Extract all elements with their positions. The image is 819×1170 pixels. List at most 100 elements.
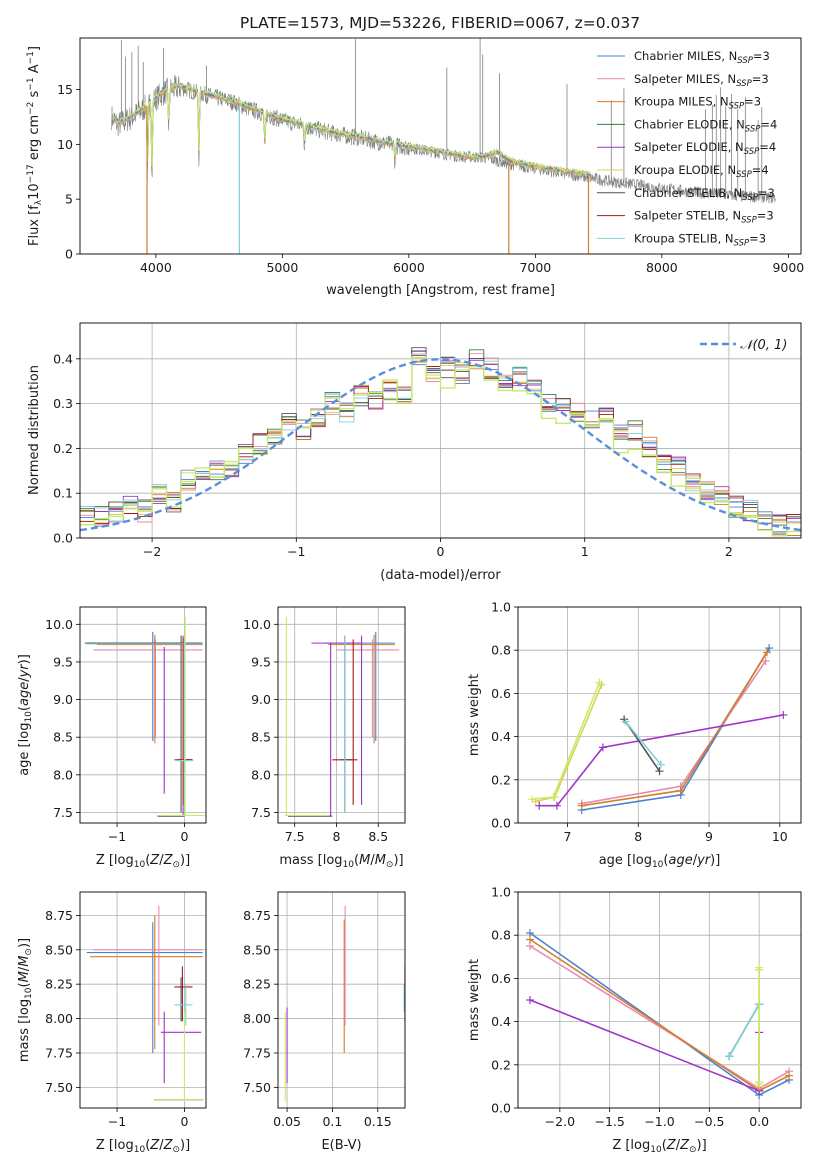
spectrum-legend-label: Chabrier STELIB, NSSP=3 [634, 186, 775, 203]
weight_vs_age-ytick-label: 0.2 [491, 772, 511, 787]
residuals-xtick-label: 0 [437, 544, 445, 559]
residuals-xtick-label: −1 [287, 544, 305, 559]
weight_vs_Z-ytick-label: 0.0 [491, 1101, 511, 1116]
residuals-xtick-label: 1 [581, 544, 589, 559]
mass_vs_EBV-xtick-label: 0.1 [322, 1114, 342, 1129]
weight-vs-age-xlabel: age [log10(age/yr)] [599, 853, 721, 870]
residuals-ytick-label: 0.2 [53, 441, 73, 456]
mass-vs-z-xlabel: Z [log10(Z/Z⊙)] [96, 1138, 190, 1155]
spectrum-legend-label: Salpeter STELIB, NSSP=3 [634, 209, 774, 226]
residuals-xtick-label: −2 [143, 544, 161, 559]
mass_vs_EBV-panel: 0.05 0.1 0.15 7.50 7.75 8.00 8.25 8.50 8.75 E(B-V… [243, 891, 406, 1153]
residuals-xtick-label: 2 [725, 544, 733, 559]
age_vs_mass-ytick-label: 8.0 [251, 767, 271, 782]
age-vs-z-xlabel: Z [log10(Z/Z⊙)] [96, 853, 190, 870]
mass_vs_Z-ytick-label: 7.75 [45, 1045, 73, 1060]
age_vs_mass-ytick-label: 8.5 [251, 730, 271, 745]
spectrum-legend-label: Chabrier ELODIE, NSSP=4 [634, 117, 777, 134]
spectrum-legend-label: Salpeter ELODIE, NSSP=4 [634, 140, 776, 157]
spectrum-xtick-label: 4000 [140, 260, 172, 275]
age_vs_mass-xtick-label: 7.5 [285, 829, 305, 844]
age_vs_mass-xtick-label: 8.5 [368, 829, 388, 844]
weight_vs_Z-panel: −2.0 −1.5 −1.0 −0.5 0.0 0.0 0.2 0.4 0.6 0.8 1.0 Z [… [467, 885, 802, 1155]
age_vs_mass-border [277, 606, 406, 824]
mass_vs_Z-ytick-label: 8.50 [45, 942, 73, 957]
weight_vs_Z-xtick-label: −2.0 [545, 1114, 575, 1129]
age_vs_mass-ytick-label: 10.0 [243, 617, 271, 632]
spectrum-legend-label: Salpeter MILES, NSSP=3 [634, 72, 769, 89]
figure-title: PLATE=1573, MJD=53226, FIBERID=0067, z=0… [240, 14, 640, 32]
spectrum-legend-label: Chabrier MILES, NSSP=3 [634, 49, 770, 66]
age_vs_mass-ytick-label: 7.5 [251, 805, 271, 820]
age_vs_mass-ytick-label: 9.5 [251, 654, 271, 669]
residuals-ytick-label: 0.1 [53, 486, 73, 501]
weight_vs_Z-xtick-label: −0.5 [694, 1114, 724, 1129]
age_vs_mass-ytick-label: 9.0 [251, 692, 271, 707]
weight-vs-age-ylabel: mass weight [467, 674, 482, 756]
mass_vs_EBV-plot-area [284, 905, 405, 1102]
spectrum-ytick-label: 10 [57, 137, 73, 152]
mass_vs_Z-ytick-label: 8.00 [45, 1011, 73, 1026]
age_vs_Z-ytick-label: 7.5 [53, 805, 73, 820]
mass_vs_Z-border [79, 891, 207, 1109]
spectrum-ytick-label: 0 [65, 247, 73, 262]
weight_vs_age-ytick-label: 0.8 [491, 643, 511, 658]
age_vs_mass-plot-area [284, 616, 400, 817]
weight_vs_age-series-line [581, 660, 767, 805]
spectrum-model-line [111, 82, 591, 176]
spectrum-border [79, 37, 802, 255]
age_vs_mass-panel: 7.5 8 8.5 7.5 8.0 8.5 9.0 9.5 10.0 mass [log10(M/… [243, 606, 406, 870]
age_vs_Z-panel: −1 0 7.5 8.0 8.5 9.0 9.5 10.0 Z [log10(Z/Z⊙)] age… [17, 606, 207, 870]
spectrum-ytick-label: 5 [65, 192, 73, 207]
age_vs_Z-xtick-label: −1 [108, 829, 126, 844]
weight_vs_Z-ytick-label: 0.6 [491, 971, 511, 986]
mass_vs_EBV-xtick-label: 0.15 [364, 1114, 392, 1129]
weight_vs_Z-xtick-label: −1.5 [594, 1114, 624, 1129]
spectrum-xlabel: wavelength [Angstrom, rest frame] [326, 283, 555, 298]
residual-legend-label: 𝒩(0, 1) [740, 338, 787, 353]
age-vs-z-ylabel: age [log10(age/yr)] [17, 654, 34, 776]
spectrum-ytick-label: 15 [57, 82, 73, 97]
age_vs_Z-ytick-label: 9.5 [53, 654, 73, 669]
age_vs_Z-ytick-label: 10.0 [45, 617, 73, 632]
age_vs_Z-ytick-label: 9.0 [53, 692, 73, 707]
weight_vs_age-xtick-label: 10 [772, 829, 788, 844]
mass_vs_EBV-ytick-label: 7.75 [243, 1045, 271, 1060]
mass_vs_EBV-ytick-label: 8.00 [243, 1011, 271, 1026]
weight_vs_Z-ytick-label: 0.4 [491, 1014, 511, 1029]
weight_vs_age-plot-area [528, 644, 788, 815]
mass_vs_EBV-border [277, 891, 406, 1109]
spectrum-ylabel: Flux [fλ10−17 erg cm−2 s−1 A−1] [26, 46, 44, 246]
weight_vs_age-panel: 7 8 9 10 0.0 0.2 0.4 0.6 0.8 1.0 age [log10(age/yr… [467, 600, 802, 870]
age_vs_mass-xtick-label: 8 [333, 829, 341, 844]
mass_vs_Z-ytick-label: 8.25 [45, 977, 73, 992]
weight-vs-z-ylabel: mass weight [467, 959, 482, 1041]
residuals-ytick-label: 0.3 [53, 396, 73, 411]
spectrum-legend-label: Kroupa STELIB, NSSP=3 [634, 231, 766, 248]
weight_vs_age-ytick-label: 0.4 [491, 729, 511, 744]
weight_vs_age-series-line [539, 714, 784, 807]
residuals-border [79, 322, 802, 539]
age_vs_Z-plot-area [84, 616, 205, 817]
weight_vs_age-ytick-label: 1.0 [491, 600, 511, 615]
mass_vs_Z-ytick-label: 7.50 [45, 1080, 73, 1095]
mass_vs_Z-xtick-label: −1 [108, 1114, 126, 1129]
mass_vs_Z-plot-area [86, 905, 204, 1102]
weight_vs_Z-xtick-label: 0.0 [749, 1114, 769, 1129]
mass_vs_EBV-ytick-label: 7.50 [243, 1080, 271, 1095]
age_vs_Z-border [79, 606, 207, 824]
weight_vs_Z-xtick-label: −1.0 [644, 1114, 674, 1129]
age-vs-mass-xlabel: mass [log10(M/M⊙)] [279, 853, 403, 870]
residual-xlabel: (data-model)/error [380, 568, 501, 583]
spectrum-xtick-label: 7000 [519, 260, 551, 275]
residuals-panel: −2 −1 0 1 2 0.0 0.1 0.2 0.3 0.4 𝒩(0, 1) (data-model… [27, 322, 802, 583]
mass_vs_Z-ytick-label: 8.75 [45, 908, 73, 923]
spectrum-legend-label: Kroupa MILES, NSSP=3 [634, 95, 761, 112]
residual-histogram [80, 357, 801, 537]
weight_vs_age-ytick-label: 0.0 [491, 816, 511, 831]
mass-vs-ebv-xlabel: E(B-V) [321, 1138, 361, 1153]
weight_vs_age-border [517, 606, 802, 824]
mass_vs_EBV-ytick-label: 8.75 [243, 908, 271, 923]
residual-ylabel: Normed distribution [27, 365, 42, 495]
